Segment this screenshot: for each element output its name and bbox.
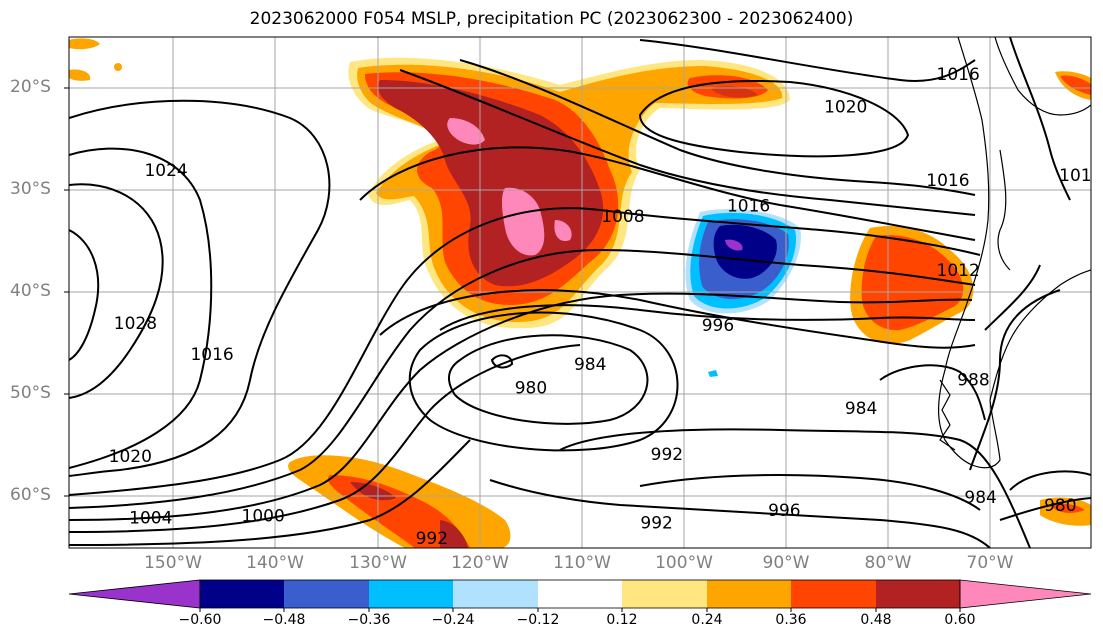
colorbar-label: 0.60	[944, 612, 976, 628]
colorbar-label: 0.12	[606, 612, 638, 628]
isobar-label: 1020	[109, 447, 152, 467]
lon-label-90w: 90°W	[762, 553, 810, 573]
isobar-label: 984	[845, 399, 877, 419]
lon-label-100w: 100°W	[655, 553, 713, 573]
lon-label-140w: 140°W	[246, 553, 304, 573]
lon-label-150w: 150°W	[144, 553, 202, 573]
lon-label-130w: 130°W	[349, 553, 407, 573]
lat-label-40s: 40°S	[10, 281, 51, 301]
precip-central-band	[348, 57, 790, 329]
lon-label-120w: 120°W	[451, 553, 509, 573]
lat-label-60s: 60°S	[10, 485, 51, 505]
isobar-label: 984	[574, 355, 606, 375]
isobar-label: 1004	[129, 508, 172, 528]
isobar-label: 992	[416, 529, 448, 549]
isobar-label: 988	[957, 370, 989, 390]
colorbar-label: −0.60	[178, 612, 222, 628]
precip-negative-blob	[685, 208, 801, 377]
lat-tick-marks	[64, 87, 69, 497]
contour-labels: 1024 1028 1016 1020 1004 1000 992 1008 1016 1020 1…	[109, 65, 1102, 549]
lon-label-70w: 70°W	[966, 553, 1014, 573]
isobar-label: 992	[651, 445, 683, 465]
isobar-label: 992	[640, 513, 672, 533]
colorbar-label: 0.24	[691, 612, 723, 628]
isobar-label: 1016	[1059, 166, 1102, 186]
colorbar-label: −0.36	[347, 612, 391, 628]
lat-label-50s: 50°S	[10, 383, 51, 403]
isobar-label: 1024	[144, 161, 187, 181]
precip-southwest-band	[288, 455, 511, 548]
isobar-label: 1020	[824, 97, 867, 117]
isobar-label: 1016	[937, 65, 980, 85]
colorbar	[68, 579, 1092, 612]
lat-label-30s: 30°S	[10, 179, 51, 199]
colorbar-label: −0.12	[516, 612, 560, 628]
isobar-label: 1016	[926, 171, 969, 191]
colorbar-label: 0.48	[860, 612, 892, 628]
colorbar-label: 0.36	[775, 612, 807, 628]
lon-label-110w: 110°W	[553, 553, 611, 573]
isobar-label: 1028	[114, 314, 157, 334]
isobar-label: 984	[964, 488, 996, 508]
isobar-label: 1012	[937, 261, 980, 281]
lat-label-20s: 20°S	[10, 77, 51, 97]
isobar-label: 996	[702, 316, 734, 336]
isobar-label: 1000	[242, 506, 285, 526]
lon-label-80w: 80°W	[864, 553, 912, 573]
map-area: 1024 1028 1016 1020 1004 1000 992 1008 1016 1020 1…	[69, 37, 1102, 549]
colorbar-label: −0.24	[431, 612, 475, 628]
isobar-label: 980	[515, 379, 547, 399]
isobar-label: 1016	[190, 345, 233, 365]
isobar-label: 980	[1044, 496, 1076, 516]
isobar-label: 996	[768, 501, 800, 521]
mslp-isobars	[69, 37, 1091, 548]
precip-chile-blob	[850, 226, 974, 344]
isobar-label: 1008	[601, 207, 644, 227]
isobar-label: 1016	[727, 197, 770, 217]
map-title: 2023062000 F054 MSLP, precipitation PC (…	[249, 9, 854, 29]
coastline	[937, 37, 1091, 469]
colorbar-label: −0.48	[262, 612, 306, 628]
